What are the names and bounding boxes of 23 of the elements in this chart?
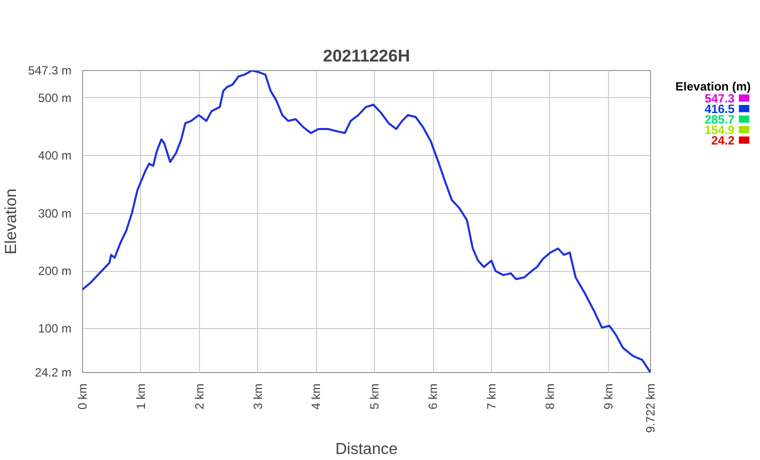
x-tick-label: 0 km	[76, 383, 90, 410]
x-tick-label: 5 km	[368, 383, 382, 410]
chart-title: 20211226H	[323, 46, 410, 66]
y-tick-label: 400 m	[38, 148, 72, 163]
y-axis-title: Elevation	[3, 188, 20, 254]
y-tick-label: 300 m	[38, 206, 72, 220]
x-tick-label: 3 km	[250, 383, 265, 410]
x-tick-label: 8 km	[542, 383, 557, 410]
y-tick-label: 500 m	[38, 90, 72, 105]
x-tick-label: 9 km	[601, 383, 616, 410]
y-tick-label: 547.3 m	[28, 64, 72, 78]
x-tick-label: 9.722 km	[644, 383, 658, 433]
line-series	[82, 70, 650, 372]
y-tick-label: 100 m	[38, 322, 72, 336]
x-tick-label: 2 km	[192, 383, 206, 410]
x-tick-label: 6 km	[426, 383, 440, 410]
color-bar-title: Elevation (m)	[675, 79, 751, 94]
x-tick-label: 1 km	[134, 383, 148, 410]
y-tick-label: 200 m	[38, 264, 72, 278]
x-tick-label: 7 km	[484, 383, 498, 410]
y-tick-label: 24.2 m	[34, 366, 72, 380]
x-tick-label: 4 km	[309, 383, 324, 410]
x-axis-title: Distance	[335, 440, 398, 458]
